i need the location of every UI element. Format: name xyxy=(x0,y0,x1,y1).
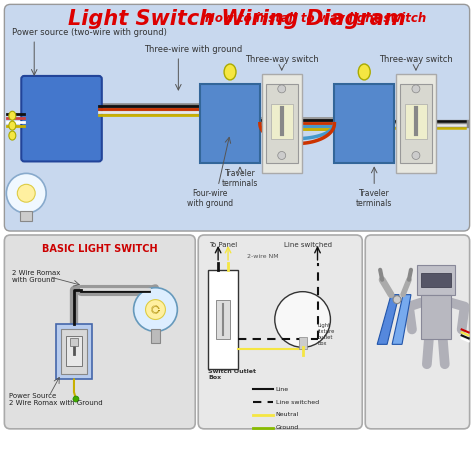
Polygon shape xyxy=(392,295,411,345)
Bar xyxy=(400,84,432,164)
FancyBboxPatch shape xyxy=(365,235,470,429)
Circle shape xyxy=(18,184,35,202)
Text: To Panel: To Panel xyxy=(209,242,237,248)
Bar xyxy=(421,273,451,287)
Bar xyxy=(200,84,260,164)
Text: 2-wire NM: 2-wire NM xyxy=(247,254,279,259)
Bar xyxy=(262,74,301,173)
Text: Four-wire
with ground: Four-wire with ground xyxy=(187,188,233,208)
FancyBboxPatch shape xyxy=(4,235,195,429)
Text: Power source (two-wire with ground): Power source (two-wire with ground) xyxy=(12,28,167,37)
Circle shape xyxy=(73,396,79,402)
Circle shape xyxy=(146,299,165,320)
Text: Switch Outlet
Box: Switch Outlet Box xyxy=(208,369,256,380)
Ellipse shape xyxy=(9,121,16,130)
Text: Ground: Ground xyxy=(276,425,299,431)
Bar xyxy=(61,329,87,374)
Polygon shape xyxy=(377,295,399,345)
Ellipse shape xyxy=(224,64,236,80)
Circle shape xyxy=(412,151,420,159)
Text: Three-way switch: Three-way switch xyxy=(245,55,319,63)
Bar xyxy=(208,270,238,369)
Bar xyxy=(299,337,307,349)
Text: Light
fixture
outlet
box: Light fixture outlet box xyxy=(318,323,335,345)
Ellipse shape xyxy=(9,111,16,120)
Text: How to install to way light switch: How to install to way light switch xyxy=(205,12,427,25)
Text: BASIC LIGHT SWITCH: BASIC LIGHT SWITCH xyxy=(42,244,158,254)
FancyBboxPatch shape xyxy=(198,235,362,429)
Bar xyxy=(70,338,78,346)
Text: Line switched: Line switched xyxy=(276,400,319,405)
Circle shape xyxy=(278,85,286,93)
Bar xyxy=(56,324,92,379)
Ellipse shape xyxy=(358,64,370,80)
Bar xyxy=(266,84,298,164)
Circle shape xyxy=(278,151,286,159)
Bar xyxy=(66,337,82,366)
Circle shape xyxy=(412,85,420,93)
Text: Three-way switch: Three-way switch xyxy=(379,55,453,63)
Text: Line: Line xyxy=(276,387,289,392)
Bar xyxy=(417,265,455,295)
Bar xyxy=(216,299,230,339)
Text: Three-wire with ground: Three-wire with ground xyxy=(144,45,242,54)
Bar xyxy=(405,104,427,139)
Bar xyxy=(396,74,436,173)
Text: Traveler
terminals: Traveler terminals xyxy=(356,188,392,208)
Text: Traveler
terminals: Traveler terminals xyxy=(222,169,258,188)
Bar xyxy=(20,211,32,221)
Circle shape xyxy=(134,288,177,331)
Text: 2 Wire Romax
with Ground: 2 Wire Romax with Ground xyxy=(12,270,61,283)
Text: Neutral: Neutral xyxy=(276,413,299,417)
Text: Line switched: Line switched xyxy=(283,242,332,248)
Ellipse shape xyxy=(9,131,16,140)
FancyBboxPatch shape xyxy=(21,76,102,161)
Text: Light Switch Wiring Diagram: Light Switch Wiring Diagram xyxy=(68,9,406,29)
FancyBboxPatch shape xyxy=(4,4,470,231)
Bar xyxy=(271,104,292,139)
Circle shape xyxy=(6,173,46,213)
Circle shape xyxy=(275,292,330,347)
Bar xyxy=(421,295,451,339)
Circle shape xyxy=(393,296,401,304)
Bar xyxy=(335,84,394,164)
Text: Power Source
2 Wire Romax with Ground: Power Source 2 Wire Romax with Ground xyxy=(9,392,103,406)
Bar xyxy=(151,329,161,344)
